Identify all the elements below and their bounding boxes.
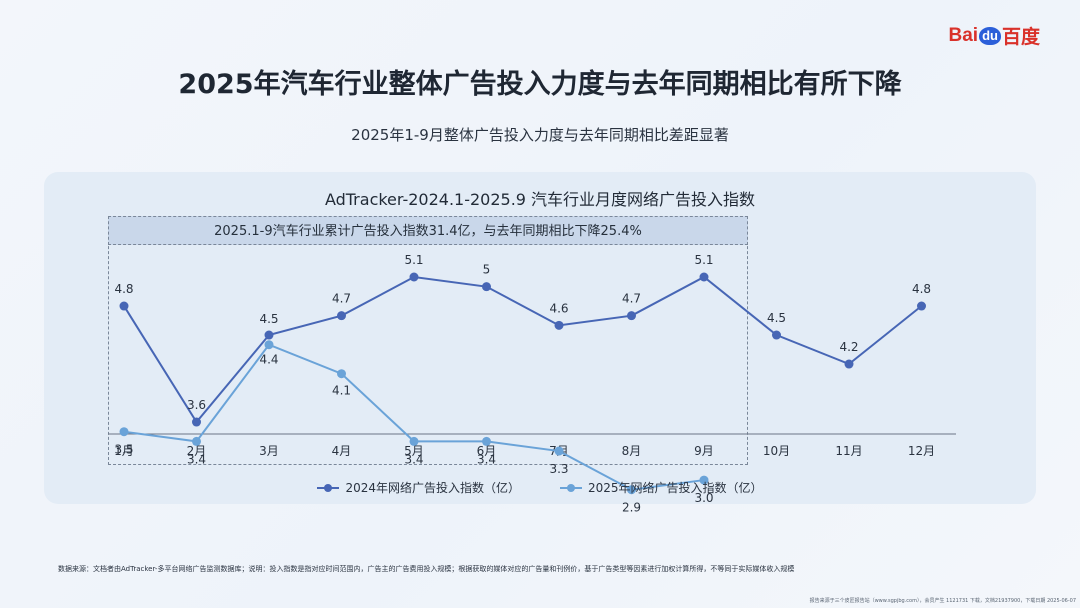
data-point	[844, 359, 854, 369]
data-point	[554, 320, 564, 330]
data-point	[264, 330, 274, 340]
data-point	[917, 301, 926, 311]
legend-swatch-2024	[317, 483, 340, 493]
data-point	[409, 436, 419, 446]
chart-title: AdTracker-2024.1-2025.9 汽车行业月度网络广告投入指数	[324, 190, 756, 209]
logo-bai-text: Bai	[948, 24, 979, 46]
x-tick-label: 4月	[332, 444, 352, 458]
x-tick-label: 9月	[694, 444, 714, 458]
data-label: 4.7	[622, 292, 641, 306]
legend-item-2024: 2024年网络广告投入指数（亿）	[317, 479, 520, 496]
x-tick-label: 8月	[622, 444, 642, 458]
chart-legend: 2024年网络广告投入指数（亿） 2025年网络广告投入指数（亿）	[0, 479, 1080, 496]
data-label: 4.1	[332, 384, 351, 398]
data-label: 4.5	[259, 312, 278, 326]
x-tick-label: 12月	[908, 444, 935, 458]
x-tick-label: 5月	[404, 444, 424, 458]
data-point	[192, 417, 201, 427]
data-label: 3.0	[694, 491, 713, 505]
data-point	[554, 446, 564, 456]
series-line-2024	[123, 275, 923, 424]
data-point	[772, 330, 781, 340]
data-point	[482, 436, 491, 446]
data-label: 5	[483, 263, 491, 277]
data-label: 4.2	[839, 340, 858, 354]
data-label: 4.8	[114, 282, 133, 296]
data-point	[482, 282, 491, 292]
legend-swatch-2025	[560, 483, 582, 493]
x-tick-label: 11月	[835, 444, 862, 458]
data-label: 3.6	[187, 398, 206, 412]
data-label: 3.4	[404, 452, 423, 466]
legend-label-2025: 2025年网络广告投入指数（亿）	[588, 481, 763, 495]
data-label: 2.9	[622, 501, 641, 515]
data-point	[264, 340, 274, 350]
x-tick-label: 1月	[114, 444, 134, 458]
data-point	[699, 475, 709, 485]
legend-item-2025: 2025年网络广告投入指数（亿）	[560, 479, 763, 496]
data-label: 3.4	[477, 452, 496, 466]
x-tick-label: 6月	[477, 444, 497, 458]
legend-label-2024: 2024年网络广告投入指数（亿）	[345, 481, 520, 495]
data-label: 3.3	[549, 462, 568, 476]
data-label: 5.1	[404, 253, 423, 267]
x-tick-label: 3月	[259, 444, 279, 458]
series-line-2025	[123, 343, 705, 491]
data-point	[119, 301, 129, 311]
data-label: 4.4	[259, 353, 278, 367]
source-note: 数据来源：文档者由AdTracker-多平台网络广告监测数据库；说明：投入指数是…	[58, 565, 795, 573]
x-tick-label: 10月	[763, 444, 790, 458]
data-label: 4.6	[549, 301, 568, 315]
logo-baidu-cn-text: 百度	[1001, 27, 1040, 48]
x-tick-label: 2月	[187, 444, 207, 458]
data-point	[699, 272, 709, 282]
data-point	[337, 369, 346, 379]
data-label: 4.7	[332, 292, 351, 306]
data-label: 4.5	[767, 311, 786, 325]
data-point	[337, 311, 346, 321]
data-point	[627, 485, 636, 495]
baidu-logo: Bai du 百度	[949, 22, 1040, 49]
data-point	[192, 436, 201, 446]
page-subtitle: 2025年1-9月整体广告投入力度与去年同期相比差距显著	[351, 126, 729, 144]
data-label: 3.4	[187, 452, 206, 466]
ytd-summary-banner: 2025.1-9汽车行业累计广告投入指数31.4亿，与去年同期相比下降25.4%	[108, 216, 748, 245]
data-label: 4.8	[912, 282, 931, 296]
footer-note: 报告来源于三个皮匠报告站（www.sgpjbg.com），会员产生 112173…	[809, 598, 1076, 604]
page-title: 2025年汽车行业整体广告投入力度与去年同期相比有所下降	[178, 69, 902, 100]
data-label: 3.5	[114, 443, 133, 457]
data-point	[119, 427, 129, 437]
data-point	[627, 311, 636, 321]
logo-du-text: du	[979, 26, 1001, 45]
data-point	[409, 272, 419, 282]
data-label: 5.1	[694, 253, 713, 267]
